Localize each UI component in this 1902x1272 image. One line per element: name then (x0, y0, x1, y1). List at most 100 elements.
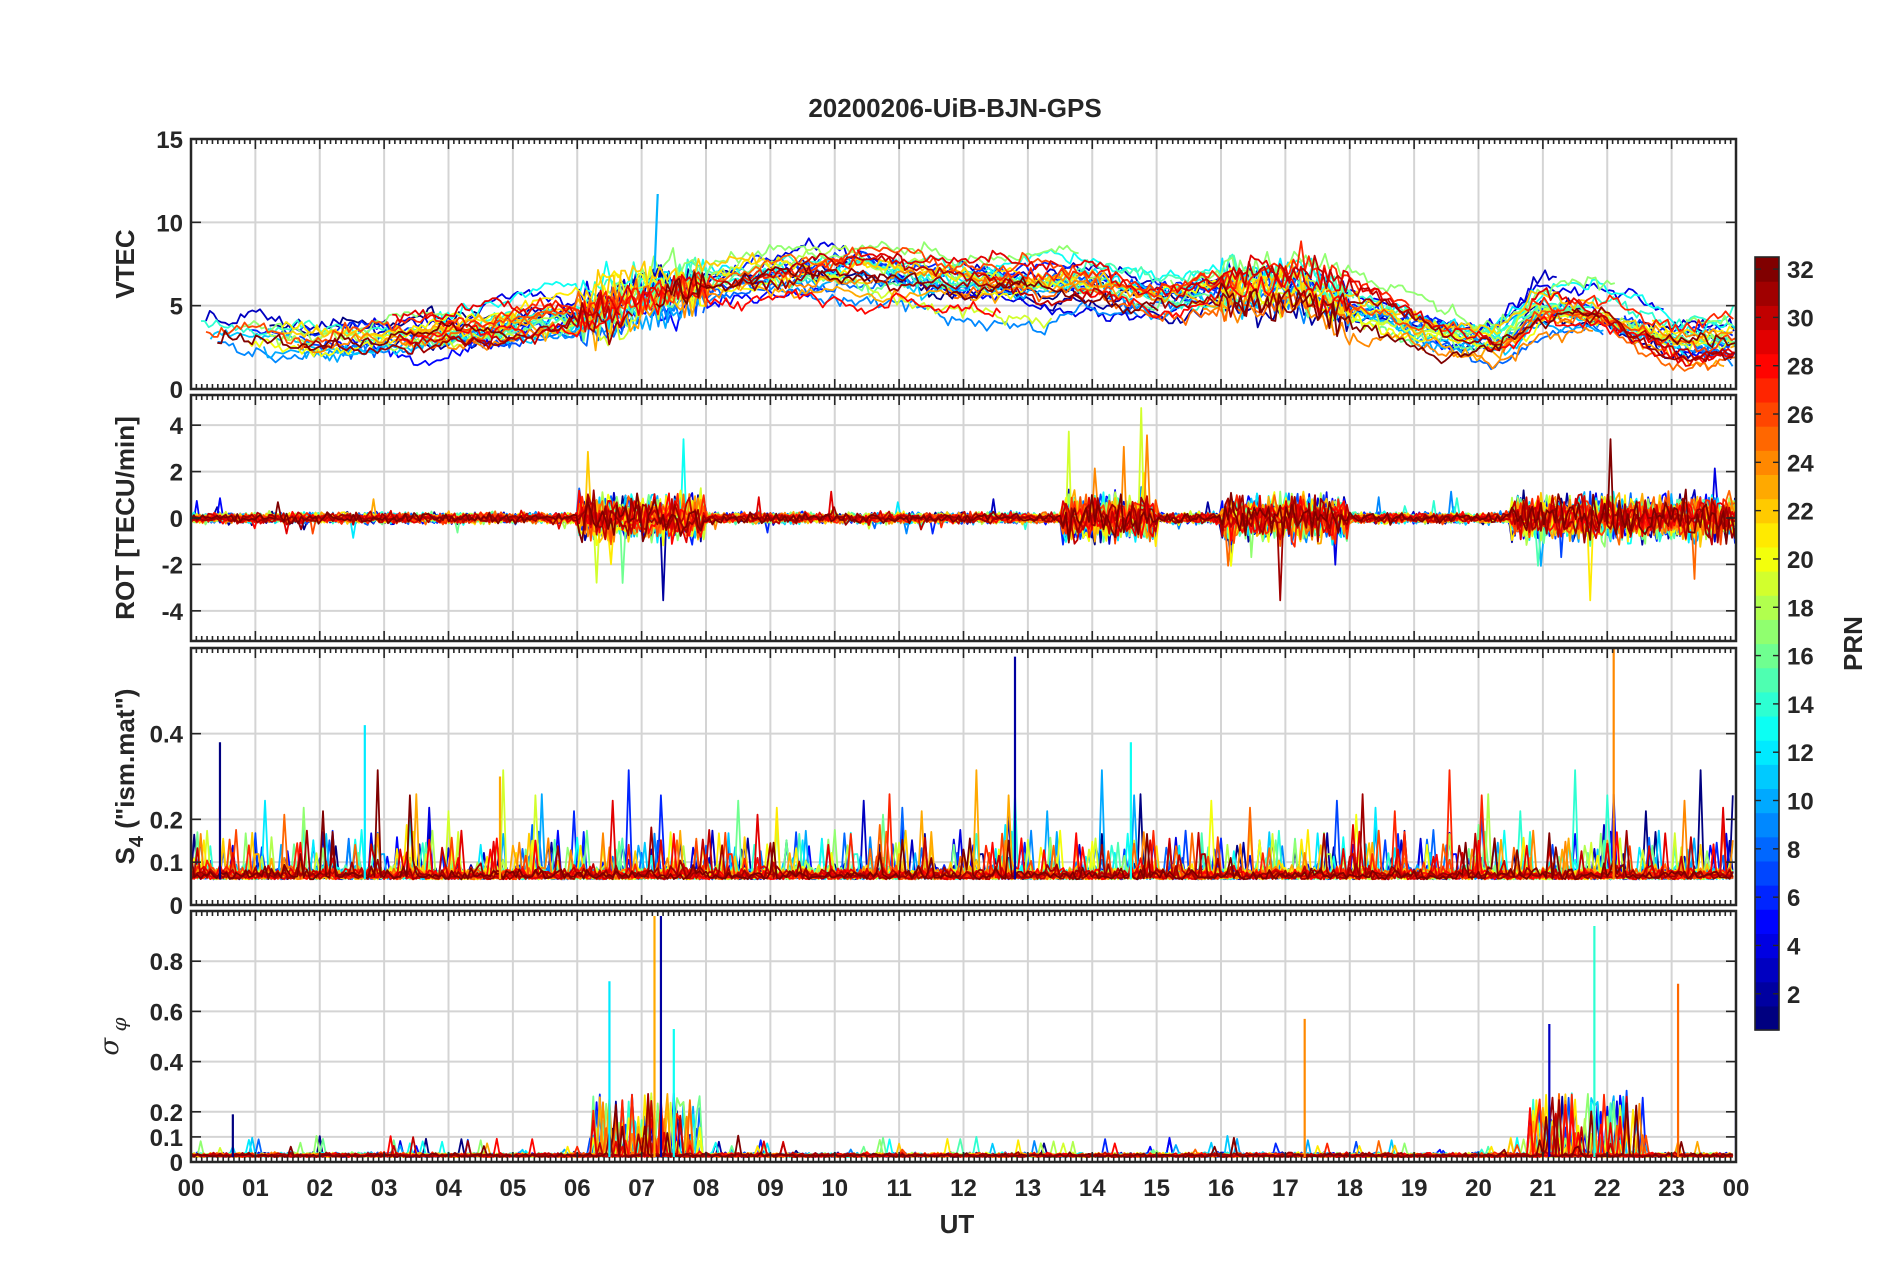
x-tick-label: 05 (500, 1175, 527, 1202)
colorbar-swatch (1755, 281, 1779, 306)
y-tick-label: 0 (170, 506, 183, 533)
x-tick-label: 22 (1594, 1175, 1621, 1202)
colorbar-tick-label: 32 (1787, 257, 1814, 284)
series-prn-31 (1149, 288, 1502, 346)
colorbar-tick-label: 22 (1787, 499, 1814, 526)
series-prn-32 (217, 320, 508, 351)
x-ticks-rot (190, 395, 1737, 641)
series-prn-26 (785, 246, 1240, 296)
series-prn-31 (191, 489, 1736, 602)
y-tick-label: 0.8 (150, 949, 183, 976)
x-tick-label: 19 (1401, 1175, 1428, 1202)
series-prn-28 (398, 291, 667, 346)
y-tick-label: 0.1 (150, 1125, 183, 1152)
colorbar-swatch (1755, 619, 1779, 645)
panel-rot: -4 -2 0 2 4 ROT [TECU/min] (110, 393, 1738, 643)
colorbar-label: PRN (1838, 616, 1868, 671)
colorbar-swatch (1755, 957, 1779, 983)
colorbar-swatch (1755, 812, 1779, 838)
y-tick-label: -2 (162, 552, 183, 579)
x-tick-label: 08 (693, 1175, 720, 1202)
x-tick-label: 18 (1336, 1175, 1363, 1202)
colorbar-swatch (1755, 522, 1779, 548)
colorbar-swatch (1755, 329, 1779, 355)
colorbar-swatch (1755, 860, 1779, 886)
colorbar-frame (1754, 256, 1780, 1031)
x-tick-label: 17 (1272, 1175, 1299, 1202)
y-tick-label: 0.6 (150, 999, 183, 1026)
y-tick-label: 0 (170, 377, 183, 404)
y-tick-label: 10 (156, 210, 183, 237)
series-prn-31 (303, 302, 634, 355)
y-tick-label: 0.4 (150, 722, 184, 749)
x-tick-label: 01 (242, 1175, 269, 1202)
y-axis-label: ROT [TECU/min] (110, 416, 140, 620)
colorbar-tick-label: 2 (1787, 982, 1800, 1009)
series-prn-13 (1479, 278, 1736, 336)
colorbar-swatch (1755, 667, 1779, 693)
x-tick-label: 12 (950, 1175, 977, 1202)
colorbar-tick-label: 24 (1787, 450, 1814, 477)
series-group-vtec (200, 237, 1736, 372)
colorbar-swatch (1755, 909, 1779, 934)
x-tick-label: 06 (564, 1175, 591, 1202)
y-tick-label: 0.2 (150, 807, 183, 834)
panel-vtec: 0 5 10 15 VTEC (110, 127, 1738, 404)
series-prn-31 (1585, 306, 1733, 363)
series-prn-32 (191, 438, 1736, 545)
y-axis-sigma_phi: 00.10.2 0.4 0.6 0.8 (150, 949, 1736, 1177)
series-prn-27 (392, 257, 866, 330)
y-axis-label: S4 ("ism.mat") (110, 689, 148, 865)
colorbar-tick-label: 4 (1787, 933, 1801, 960)
colorbar-swatch (1755, 377, 1779, 403)
series-prn-29 (856, 249, 1059, 271)
series-prn-22 (1217, 259, 1709, 346)
colorbar-tick-label: 16 (1787, 644, 1814, 671)
peak-mark (653, 193, 659, 273)
colorbar-swatch (1755, 1005, 1779, 1031)
y-tick-label: 2 (170, 460, 183, 487)
x-tick-label: 14 (1079, 1175, 1106, 1202)
x-tick-label: 23 (1658, 1175, 1685, 1202)
y-axis-vtec: 0 5 10 15 (156, 127, 1736, 404)
series-prn-32 (1216, 282, 1601, 365)
y-tick-label: 4 (170, 413, 184, 440)
y-tick-label: 15 (156, 127, 183, 154)
series-prn-31 (672, 265, 1026, 300)
x-tick-label: 02 (306, 1175, 333, 1202)
colorbar-tick-label: 12 (1787, 740, 1814, 767)
series-prn-17 (1685, 314, 1733, 327)
colorbar-swatch (1755, 426, 1779, 451)
series-prn-21 (281, 270, 623, 344)
series-prn-9 (638, 277, 1139, 336)
series-prn-17 (606, 240, 1079, 298)
colorbar-tick-label: 18 (1787, 595, 1814, 622)
y-tick-label: 5 (170, 294, 183, 321)
colorbar-tick-label: 6 (1787, 885, 1800, 912)
y-axis-rot: -4 -2 0 2 4 (162, 413, 1736, 626)
x-ticks-vtec (190, 139, 1737, 389)
series-prn-32 (191, 769, 1734, 881)
colorbar-swatch (1755, 764, 1779, 790)
series-prn-30 (395, 293, 621, 350)
x-tick-label: 16 (1208, 1175, 1235, 1202)
series-prn-21 (1651, 319, 1734, 340)
y-axis-label: σ φ (95, 1017, 131, 1055)
colorbar-tick-label: 14 (1787, 692, 1814, 719)
colorbar-tick-label: 30 (1787, 305, 1814, 332)
x-tick-label: 21 (1530, 1175, 1557, 1202)
series-prn-24 (296, 321, 558, 354)
series-prn-23 (739, 281, 1000, 304)
x-tick-label: 04 (435, 1175, 462, 1202)
x-axis-label: UT (940, 1209, 975, 1239)
series-prn-32 (1645, 332, 1736, 348)
series-prn-25 (1502, 309, 1735, 372)
x-ticks-sigma_phi (190, 911, 1737, 1162)
colorbar-swatch (1755, 715, 1779, 741)
y-tick-label: 0 (170, 1150, 183, 1177)
colorbar-tick-label: 28 (1787, 354, 1814, 381)
x-tick-label: 20 (1465, 1175, 1492, 1202)
